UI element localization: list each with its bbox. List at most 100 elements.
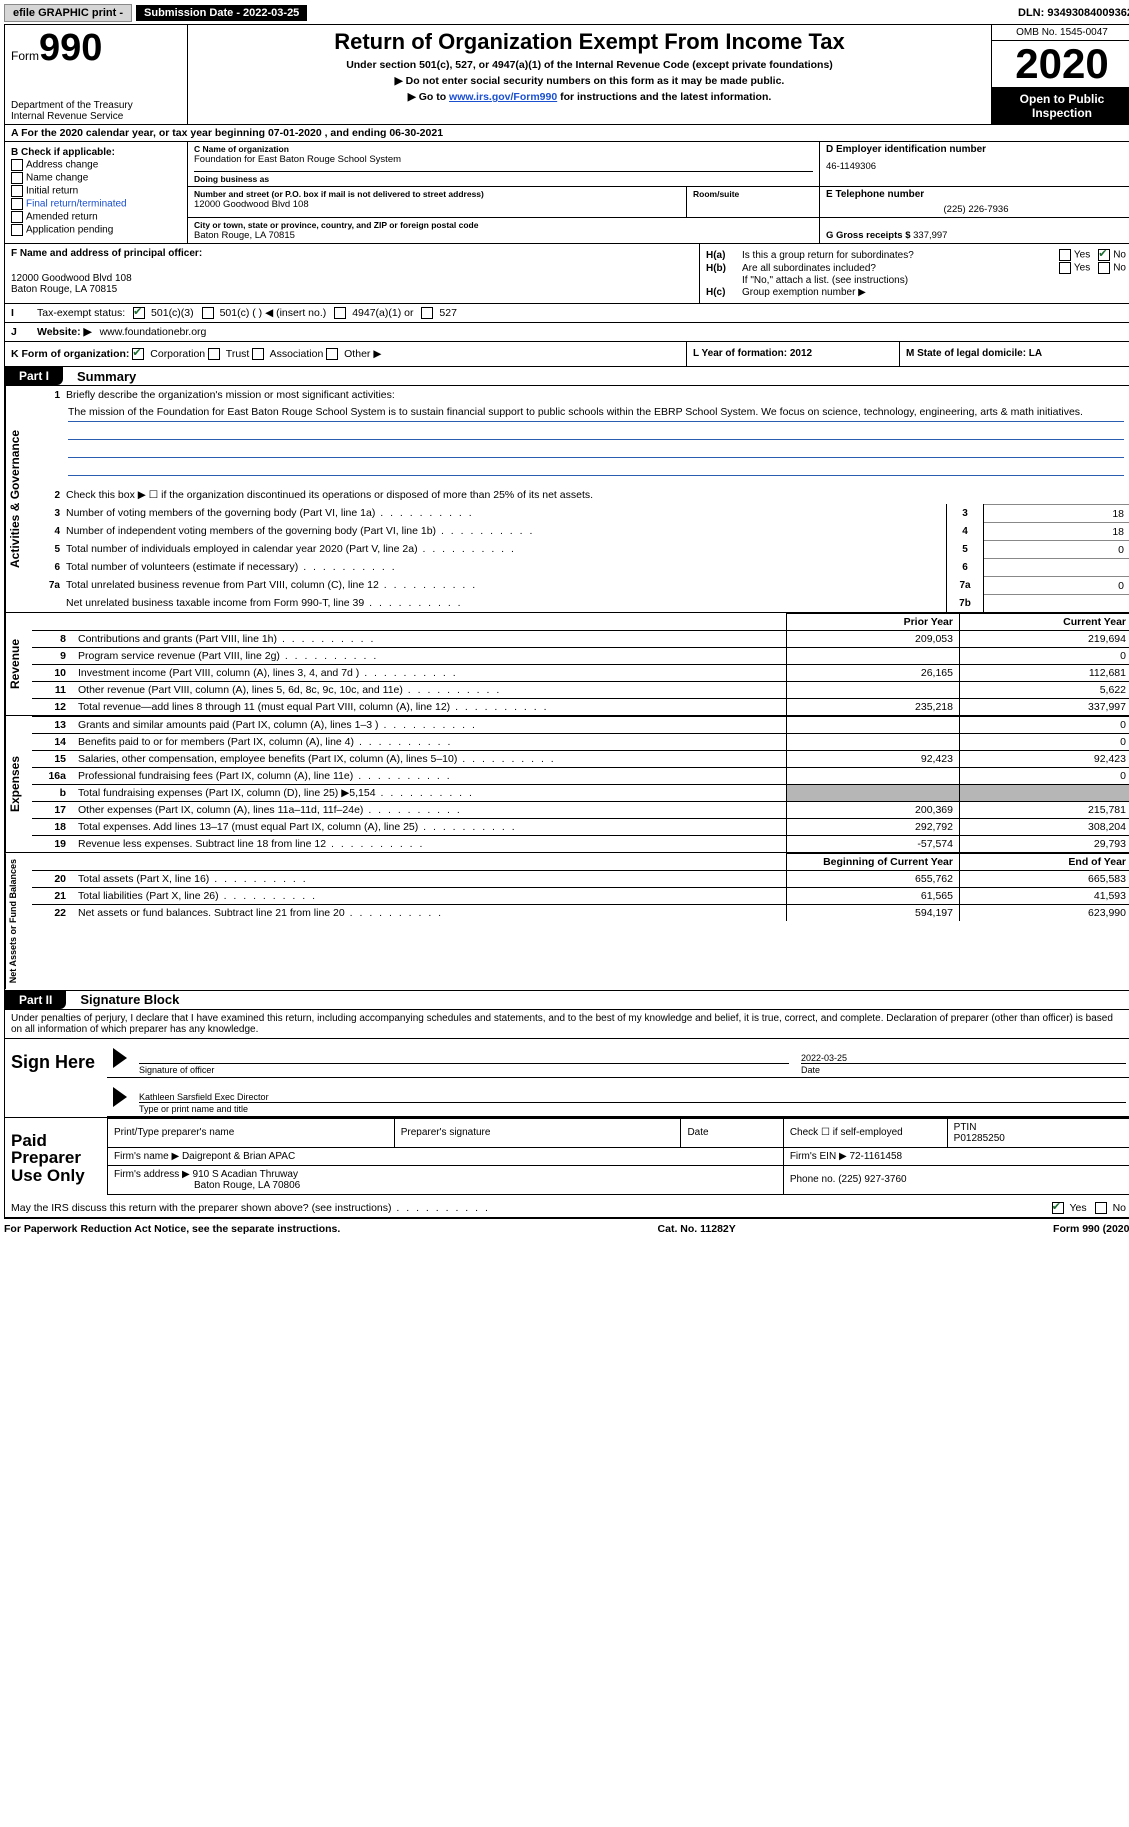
line-num: 7a bbox=[32, 580, 66, 591]
form-num: 990 bbox=[39, 27, 102, 69]
discuss-yes[interactable]: Yes bbox=[1052, 1202, 1087, 1214]
section-bcd: B Check if applicable: Address change Na… bbox=[5, 142, 1129, 244]
preparer-table: Print/Type preparer's name Preparer's si… bbox=[107, 1118, 1129, 1195]
row-name-ein: C Name of organization Foundation for Ea… bbox=[188, 142, 1129, 187]
ha-no[interactable]: No bbox=[1098, 249, 1126, 261]
line-box: 5 bbox=[946, 540, 984, 558]
ha-yes[interactable]: Yes bbox=[1059, 249, 1090, 261]
side-revenue: Revenue bbox=[5, 613, 32, 715]
irs-link[interactable]: www.irs.gov/Form990 bbox=[449, 91, 557, 103]
line-text: Total unrelated business revenue from Pa… bbox=[66, 578, 946, 592]
i-o3: 4947(a)(1) or bbox=[352, 307, 413, 319]
gov-body: 1 Briefly describe the organization's mi… bbox=[32, 386, 1129, 612]
hc-row: H(c) Group exemption number ▶ bbox=[706, 287, 1126, 298]
firm-ein-cell: Firm's EIN ▶ 72-1161458 bbox=[783, 1147, 1129, 1165]
preparer-label: Paid Preparer Use Only bbox=[5, 1118, 107, 1200]
mission-text: The mission of the Foundation for East B… bbox=[68, 406, 1124, 422]
k-assoc[interactable]: Association bbox=[252, 348, 323, 360]
section-governance: Activities & Governance 1 Briefly descri… bbox=[5, 386, 1129, 613]
fin-desc: Total fundraising expenses (Part IX, col… bbox=[72, 785, 787, 802]
firm-ein-lbl: Firm's EIN ▶ bbox=[790, 1151, 847, 1162]
m-text: M State of legal domicile: LA bbox=[906, 348, 1042, 359]
q2-row: 2 Check this box ▶ ☐ if the organization… bbox=[32, 486, 1129, 504]
box-k: K Form of organization: Corporation Trus… bbox=[5, 342, 686, 366]
line-val: 18 bbox=[984, 522, 1129, 540]
fin-num: 8 bbox=[32, 631, 72, 648]
sig-row1: Signature of officer 2022-03-25 Date bbox=[107, 1039, 1129, 1078]
fin-cy: 0 bbox=[960, 648, 1129, 665]
i-527[interactable]: 527 bbox=[421, 307, 456, 319]
lbl-final-return: Final return/terminated bbox=[26, 199, 127, 210]
part2-title: Signature Block bbox=[66, 992, 179, 1007]
addr-val: 12000 Goodwood Blvd 108 bbox=[194, 199, 680, 210]
fin-py bbox=[787, 682, 960, 699]
footer-left: For Paperwork Reduction Act Notice, see … bbox=[4, 1223, 340, 1235]
firm-ein-val: 72-1161458 bbox=[849, 1151, 902, 1162]
fin-row: 15Salaries, other compensation, employee… bbox=[32, 751, 1129, 768]
fin-cy: 337,997 bbox=[960, 699, 1129, 716]
top-bar: efile GRAPHIC print - Submission Date - … bbox=[4, 4, 1129, 22]
sig-officer-cell: Signature of officer bbox=[133, 1053, 795, 1075]
hb-no[interactable]: No bbox=[1098, 262, 1126, 274]
open-public: Open to Public Inspection bbox=[992, 88, 1129, 124]
fin-cy: 665,583 bbox=[960, 871, 1129, 888]
phone-lbl: E Telephone number bbox=[826, 189, 1126, 200]
k-trust[interactable]: Trust bbox=[208, 348, 249, 360]
k-other[interactable]: Other ▶ bbox=[326, 348, 381, 360]
expenses-table: 13Grants and similar amounts paid (Part … bbox=[32, 716, 1129, 852]
fin-num: 14 bbox=[32, 734, 72, 751]
chk-initial-return[interactable]: Initial return bbox=[11, 185, 181, 197]
chk-address-change[interactable]: Address change bbox=[11, 159, 181, 171]
firm-name-lbl: Firm's name ▶ bbox=[114, 1151, 179, 1162]
i-501c3[interactable]: 501(c)(3) bbox=[133, 307, 194, 319]
chk-final-return[interactable]: Final return/terminated bbox=[11, 198, 181, 210]
i-o2: 501(c) ( ) ◀ (insert no.) bbox=[220, 307, 327, 319]
part2-tab: Part II bbox=[5, 991, 66, 1009]
sig-date-lbl: Date bbox=[801, 1063, 1126, 1075]
k-corp[interactable]: Corporation bbox=[132, 348, 205, 360]
i-501c[interactable]: 501(c) ( ) ◀ (insert no.) bbox=[202, 307, 327, 319]
firm-addr-lbl: Firm's address ▶ bbox=[114, 1169, 190, 1180]
discuss-no[interactable]: No bbox=[1095, 1202, 1126, 1214]
fin-py bbox=[787, 785, 960, 802]
box-m: M State of legal domicile: LA bbox=[899, 342, 1129, 366]
netassets-table: Beginning of Current Year End of Year 20… bbox=[32, 853, 1129, 921]
revenue-table: Prior Year Current Year 8Contributions a… bbox=[32, 613, 1129, 715]
fin-desc: Total liabilities (Part X, line 26) bbox=[72, 888, 787, 905]
fin-row: 16aProfessional fundraising fees (Part I… bbox=[32, 768, 1129, 785]
fin-py bbox=[787, 734, 960, 751]
phone-cell: E Telephone number (225) 226-7936 bbox=[820, 187, 1129, 217]
line-text: Total number of volunteers (estimate if … bbox=[66, 560, 946, 574]
part1-header: Part I Summary bbox=[5, 367, 1129, 386]
ptin-lbl: PTIN bbox=[954, 1122, 977, 1133]
fin-desc: Benefits paid to or for members (Part IX… bbox=[72, 734, 787, 751]
side-expenses: Expenses bbox=[5, 716, 32, 852]
efile-button[interactable]: efile GRAPHIC print - bbox=[4, 4, 132, 22]
fin-desc: Salaries, other compensation, employee b… bbox=[72, 751, 787, 768]
hb-yes[interactable]: Yes bbox=[1059, 262, 1090, 274]
ein-val: 46-1149306 bbox=[826, 161, 1126, 172]
py-header: Prior Year bbox=[787, 614, 960, 631]
exp-body: 13Grants and similar amounts paid (Part … bbox=[32, 716, 1129, 852]
chk-amended[interactable]: Amended return bbox=[11, 211, 181, 223]
subtitle-1: Under section 501(c), 527, or 4947(a)(1)… bbox=[196, 59, 983, 71]
fin-row: bTotal fundraising expenses (Part IX, co… bbox=[32, 785, 1129, 802]
i-4947[interactable]: 4947(a)(1) or bbox=[334, 307, 413, 319]
line-box: 3 bbox=[946, 504, 984, 522]
fin-num: 12 bbox=[32, 699, 72, 716]
sig-row2: Kathleen Sarsfield Exec Director Type or… bbox=[107, 1078, 1129, 1117]
fin-desc: Revenue less expenses. Subtract line 18 … bbox=[72, 836, 787, 853]
chk-pending[interactable]: Application pending bbox=[11, 224, 181, 236]
gross-lbl: G Gross receipts $ bbox=[826, 230, 910, 241]
gov-line: 5Total number of individuals employed in… bbox=[32, 540, 1129, 558]
discuss-yes-lbl: Yes bbox=[1070, 1202, 1087, 1214]
fin-num: 10 bbox=[32, 665, 72, 682]
fin-desc: Professional fundraising fees (Part IX, … bbox=[72, 768, 787, 785]
fin-cy: 112,681 bbox=[960, 665, 1129, 682]
box-b: B Check if applicable: Address change Na… bbox=[5, 142, 188, 243]
line-text: Number of voting members of the governin… bbox=[66, 506, 946, 520]
rev-body: Prior Year Current Year 8Contributions a… bbox=[32, 613, 1129, 715]
cy-header: Current Year bbox=[960, 614, 1129, 631]
chk-name-change[interactable]: Name change bbox=[11, 172, 181, 184]
fin-num: 20 bbox=[32, 871, 72, 888]
